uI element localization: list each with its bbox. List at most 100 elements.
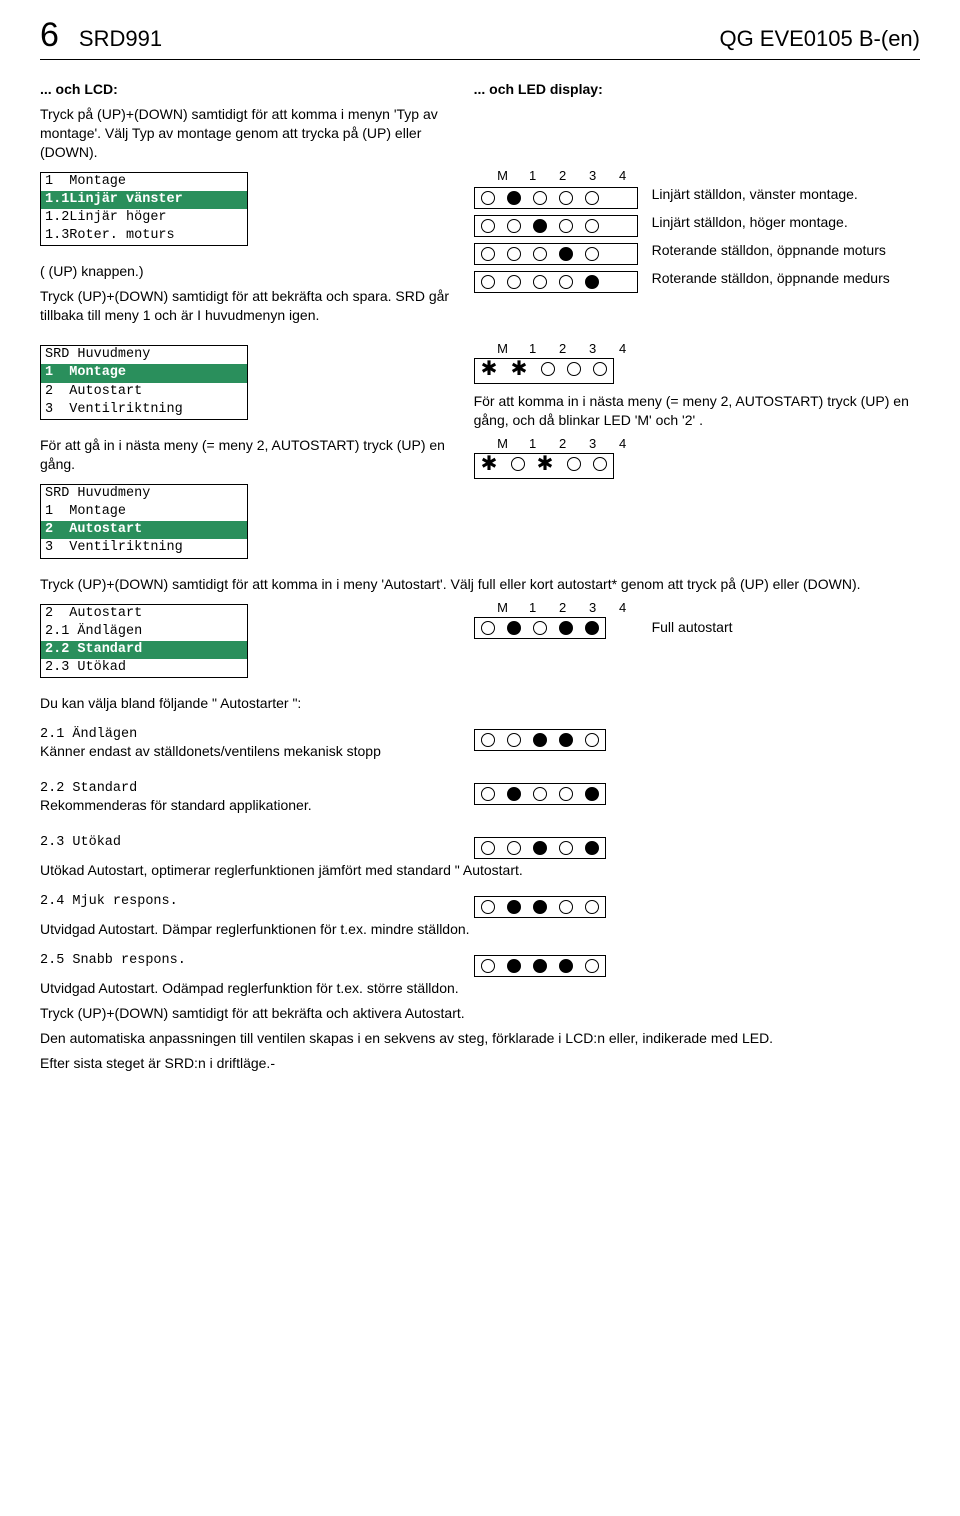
led-dot <box>533 621 547 635</box>
led-panel <box>474 187 638 209</box>
led-dot <box>585 621 599 635</box>
led-dot <box>533 900 547 914</box>
lcd-item: 2 Autostart <box>41 521 247 539</box>
led-star-icon <box>481 362 499 380</box>
lcd-item: 3 Ventilriktning <box>41 401 247 419</box>
choice-code: 2.1 Ändlägen <box>40 727 454 742</box>
led-header-cell: 2 <box>548 341 578 356</box>
lcd-item: 1.3Roter. moturs <box>41 227 247 245</box>
choice-code: 2.4 Mjuk respons. <box>40 894 454 909</box>
led-dot <box>559 219 573 233</box>
doc-code: QG EVE0105 B-(en) <box>719 26 920 52</box>
led-dot <box>533 959 547 973</box>
led-dot <box>511 457 525 471</box>
choice-text: Rekommenderas för standard applikationer… <box>40 796 454 815</box>
choice-code: 2.3 Utökad <box>40 835 454 850</box>
led-dot <box>559 900 573 914</box>
led-dot <box>481 275 495 289</box>
led-header: M1234 <box>474 436 920 451</box>
led-header-cell: 1 <box>518 168 548 183</box>
lcd-intro-text: Tryck på (UP)+(DOWN) samtidigt för att k… <box>40 105 454 162</box>
lcd-title: SRD Huvudmeny <box>41 346 247 364</box>
choice-code: 2.2 Standard <box>40 781 454 796</box>
led-dot <box>481 959 495 973</box>
led-dot <box>481 247 495 261</box>
choice-row: 2.3 Utökad <box>40 835 920 861</box>
lcd-title: SRD Huvudmeny <box>41 485 247 503</box>
model-code: SRD991 <box>79 26 162 52</box>
led-header-cell: 3 <box>578 168 608 183</box>
led-panel <box>474 271 638 293</box>
lcd-item: 1 Montage <box>41 364 247 382</box>
confirm-note: Tryck (UP)+(DOWN) samtidigt för att bekr… <box>40 287 454 325</box>
header-left: 6 SRD991 <box>40 16 162 55</box>
led-dot <box>481 733 495 747</box>
led-panel <box>474 955 606 977</box>
led-dot <box>585 841 599 855</box>
led-dot <box>585 787 599 801</box>
led-dot <box>533 247 547 261</box>
led-main-b: M1234 <box>474 436 920 481</box>
led-star-icon <box>537 457 555 475</box>
led-dot <box>585 191 599 205</box>
led-dot <box>593 457 607 471</box>
led-autostart-label: Full autostart <box>652 603 733 637</box>
lcd-item: 3 Ventilriktning <box>41 539 247 557</box>
led-dot <box>567 362 581 376</box>
choice-row: 2.2 StandardRekommenderas för standard a… <box>40 781 920 821</box>
led-header-cell: 2 <box>548 436 578 451</box>
lcd-main-menu-a: SRD Huvudmeny1 Montage2 Autostart3 Venti… <box>40 345 248 420</box>
led-dot <box>507 247 521 261</box>
led-dot <box>507 275 521 289</box>
led-dot <box>585 900 599 914</box>
led-dot <box>559 247 573 261</box>
led-row-label: Linjärt ställdon, vänster montage. <box>652 186 890 212</box>
led-header-cell: M <box>488 600 518 615</box>
closing-line: Efter sista steget är SRD:n i driftläge.… <box>40 1054 920 1073</box>
choice-text: Känner endast av ställdonets/ventilens m… <box>40 742 454 761</box>
led-dot <box>541 362 555 376</box>
led-main-a: M1234 <box>474 341 920 386</box>
led-header-cell: 4 <box>608 168 638 183</box>
led-main-text: För att komma in i nästa meny (= meny 2,… <box>474 392 920 430</box>
montage-section: 1 Montage1.1Linjär vänster1.2Linjär höge… <box>40 168 920 332</box>
led-dot <box>593 362 607 376</box>
led-star-icon <box>481 457 499 475</box>
led-panel <box>474 453 614 479</box>
led-dot <box>481 841 495 855</box>
led-dot <box>559 841 573 855</box>
led-dot <box>585 959 599 973</box>
lcd-item: 2 Autostart <box>41 383 247 401</box>
led-autostart: M1234Full autostart <box>474 600 920 641</box>
led-dot <box>507 621 521 635</box>
led-header-cell: 1 <box>518 341 548 356</box>
led-row-label: Roterande ställdon, öppnande moturs <box>652 242 890 268</box>
led-header: M1234 <box>474 341 920 356</box>
led-header-cell: 4 <box>608 436 638 451</box>
led-header-cell: 4 <box>608 341 638 356</box>
led-header-cell: 3 <box>578 436 608 451</box>
lcd-item: 2.3 Utökad <box>41 659 247 677</box>
choice-row: 2.1 ÄndlägenKänner endast av ställdonets… <box>40 727 920 767</box>
led-dot <box>559 733 573 747</box>
led-header-cell: 2 <box>548 168 578 183</box>
closing-paragraphs: Tryck (UP)+(DOWN) samtidigt för att bekr… <box>40 1004 920 1073</box>
led-dot <box>585 275 599 289</box>
led-dot <box>559 191 573 205</box>
choice-row: 2.5 Snabb respons. <box>40 953 920 979</box>
led-panel <box>474 215 638 237</box>
led-header: M1234 <box>474 168 638 183</box>
led-header-cell: 1 <box>518 600 548 615</box>
led-dot <box>481 219 495 233</box>
led-star-icon <box>511 362 529 380</box>
choice-text: Utökad Autostart, optimerar reglerfunkti… <box>40 861 920 880</box>
lcd-title: 1 Montage <box>41 173 247 191</box>
led-dot <box>507 733 521 747</box>
led-row-label: Roterande ställdon, öppnande medurs <box>652 270 890 296</box>
led-montage-group: M1234Linjärt ställdon, vänster montage.L… <box>474 168 920 296</box>
main-menu-section: SRD Huvudmeny1 Montage2 Autostart3 Venti… <box>40 341 920 569</box>
led-header-cell: M <box>488 341 518 356</box>
choice-row: 2.4 Mjuk respons. <box>40 894 920 920</box>
led-dot <box>585 733 599 747</box>
led-dot <box>585 247 599 261</box>
